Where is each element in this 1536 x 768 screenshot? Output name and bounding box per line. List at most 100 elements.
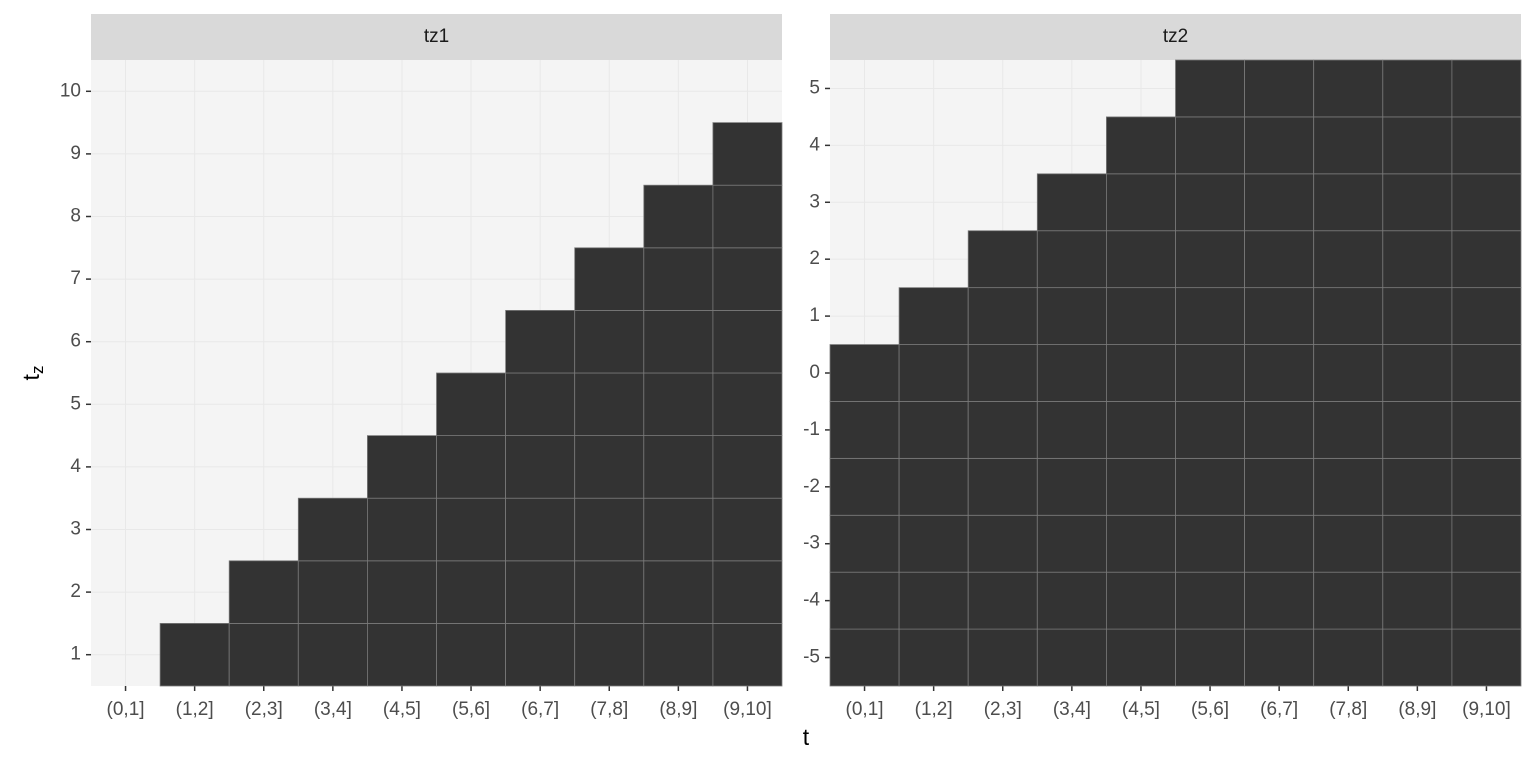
- tile: [643, 309, 714, 374]
- y-tick-label: 6: [70, 331, 81, 352]
- tile: [505, 309, 576, 374]
- tile: [297, 623, 368, 687]
- tile: [1313, 59, 1384, 118]
- tile: [1382, 173, 1453, 232]
- tile: [1106, 571, 1176, 630]
- tile: [1106, 457, 1176, 516]
- tile: [1244, 457, 1315, 516]
- x-tick-label: (9,10]: [723, 699, 772, 720]
- tile: [1175, 628, 1245, 687]
- x-tick-label: (1,2]: [915, 699, 953, 720]
- tile: [228, 623, 299, 687]
- tile: [1036, 514, 1107, 573]
- x-tick-label: (3,4]: [314, 699, 352, 720]
- tile: [1244, 116, 1315, 175]
- tile: [1036, 173, 1107, 232]
- tile: [1313, 401, 1384, 459]
- tile: [574, 560, 645, 624]
- tile: [505, 497, 576, 562]
- tile: [1175, 401, 1245, 459]
- tile: [1382, 514, 1453, 573]
- tile: [1313, 287, 1384, 345]
- y-tick-label: 5: [809, 77, 820, 98]
- y-tick-label: 0: [809, 362, 820, 383]
- y-axis-label-subscript: z: [28, 366, 47, 375]
- x-tick-label: (7,8]: [1329, 699, 1367, 720]
- tile: [712, 497, 783, 562]
- tile: [898, 344, 969, 402]
- x-tick-label: (0,1]: [107, 699, 145, 720]
- tile: [1175, 116, 1245, 175]
- x-tick-label: (4,5]: [383, 699, 421, 720]
- tile: [1382, 457, 1453, 516]
- tile: [366, 623, 437, 687]
- x-tick-label: (8,9]: [659, 699, 697, 720]
- tile: [829, 514, 900, 573]
- y-tick-label: 3: [70, 519, 81, 540]
- tile: [1106, 287, 1176, 345]
- tile: [1244, 628, 1315, 687]
- y-tick-label: 2: [809, 248, 820, 269]
- y-tick-label: 7: [70, 268, 81, 289]
- tile: [1451, 287, 1522, 345]
- y-tick-label: 3: [809, 191, 820, 212]
- tile: [1313, 457, 1384, 516]
- tile: [967, 571, 1038, 630]
- tile: [505, 372, 576, 436]
- tile: [1036, 401, 1107, 459]
- tile: [1036, 457, 1107, 516]
- tile: [1106, 344, 1176, 402]
- tile: [1313, 514, 1384, 573]
- tile: [159, 623, 230, 687]
- tile: [829, 571, 900, 630]
- x-tick-label: (6,7]: [1260, 699, 1298, 720]
- x-tick-label: (5,6]: [452, 699, 490, 720]
- tile: [1451, 571, 1522, 630]
- tile: [1244, 230, 1315, 289]
- tile: [967, 230, 1038, 289]
- y-tick-label: 4: [70, 456, 81, 477]
- y-tick-label: 10: [60, 80, 81, 101]
- tile: [712, 435, 783, 499]
- tile: [366, 497, 437, 562]
- tile: [574, 497, 645, 562]
- tile: [898, 514, 969, 573]
- y-tick-label: 5: [70, 393, 81, 414]
- tile: [1175, 344, 1245, 402]
- tile: [297, 497, 368, 562]
- tile: [1382, 116, 1453, 175]
- tile: [1036, 628, 1107, 687]
- tile: [967, 287, 1038, 345]
- tile: [712, 309, 783, 374]
- tile: [436, 435, 506, 499]
- tile: [1244, 344, 1315, 402]
- x-tick-label: (3,4]: [1053, 699, 1091, 720]
- tile: [643, 623, 714, 687]
- tile: [1313, 116, 1384, 175]
- tile: [1175, 571, 1245, 630]
- tile: [967, 344, 1038, 402]
- x-axis-label: t: [803, 724, 810, 750]
- tile: [1313, 628, 1384, 687]
- tile: [1451, 401, 1522, 459]
- tile: [366, 560, 437, 624]
- tile: [643, 560, 714, 624]
- tile: [898, 401, 969, 459]
- x-tick-label: (7,8]: [590, 699, 628, 720]
- tile: [574, 623, 645, 687]
- tile: [1451, 344, 1522, 402]
- tile: [1382, 230, 1453, 289]
- tile: [1313, 344, 1384, 402]
- x-tick-label: (2,3]: [245, 699, 283, 720]
- tile: [1451, 59, 1522, 118]
- tile: [1244, 571, 1315, 630]
- tile: [1175, 457, 1245, 516]
- tile: [967, 457, 1038, 516]
- tile: [1106, 514, 1176, 573]
- tile: [1313, 173, 1384, 232]
- tile: [1244, 514, 1315, 573]
- y-tick-label: 1: [70, 644, 81, 665]
- tile: [1106, 116, 1176, 175]
- tile: [829, 344, 900, 402]
